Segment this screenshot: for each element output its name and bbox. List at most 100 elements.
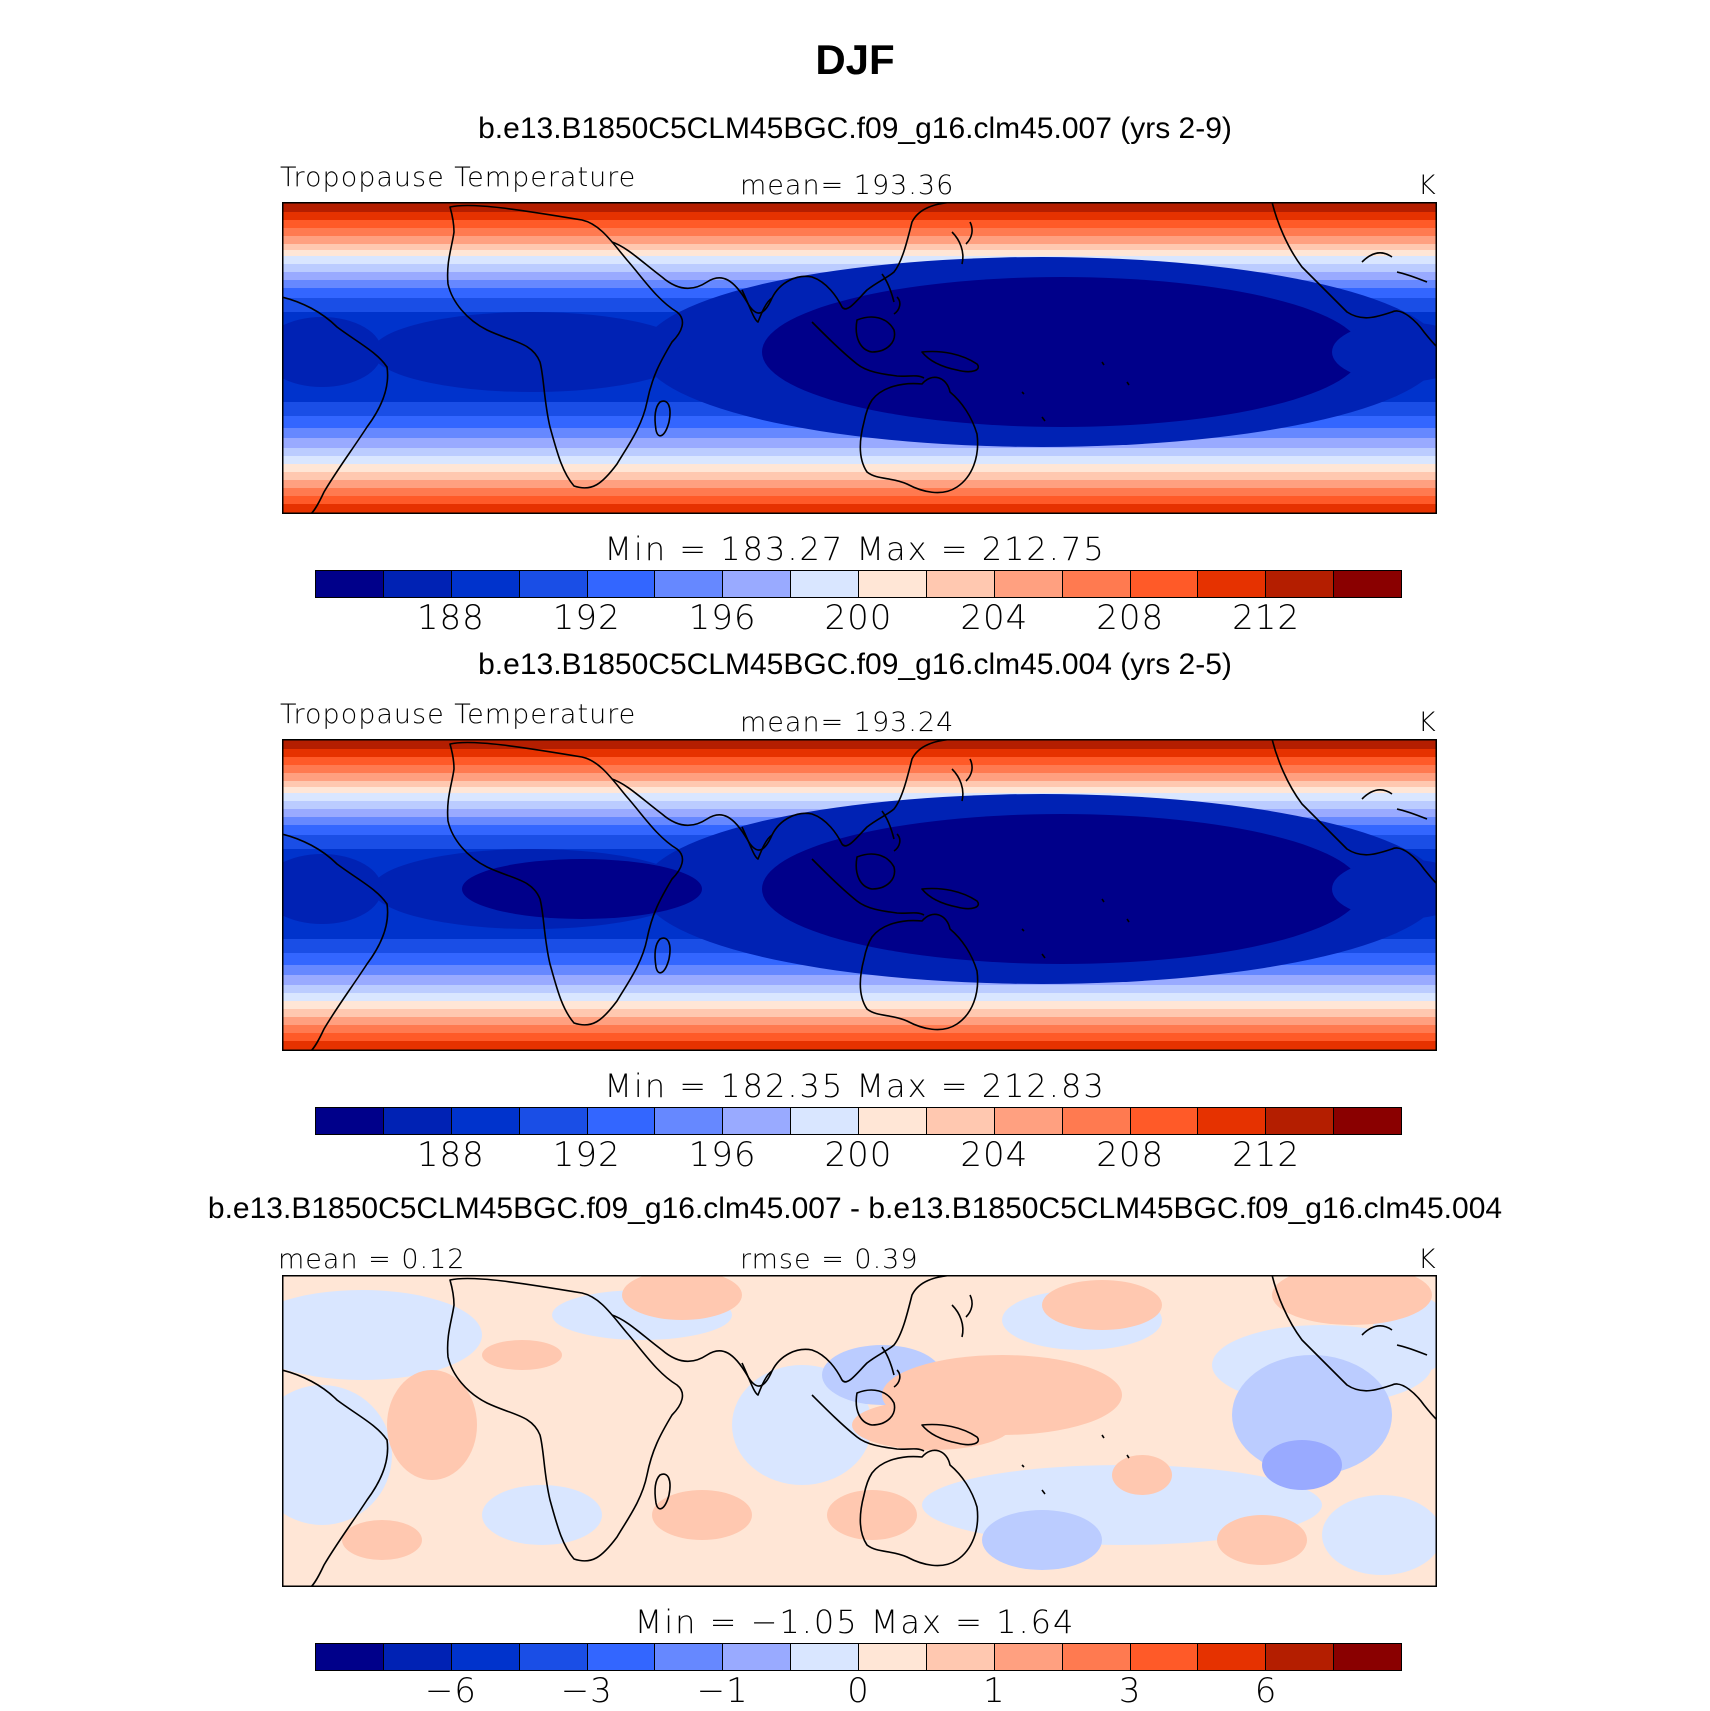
contour-blob: [282, 1290, 482, 1380]
coastline: [611, 739, 963, 851]
contour-blob: [342, 1520, 422, 1560]
colorbar-swatch: [791, 571, 859, 597]
coastline: [859, 913, 979, 1031]
contour-band: [282, 236, 1437, 244]
contour-blob: [622, 1275, 742, 1320]
colorbar-tick-label: 188: [416, 1135, 485, 1175]
coastline: [741, 289, 773, 323]
coastline: [855, 316, 896, 353]
panel3-map: [282, 1275, 1437, 1587]
contour-blob: [827, 1490, 917, 1540]
contour-band: [282, 781, 1437, 787]
colorbar-tick-label: 200: [824, 598, 893, 638]
coastline: [1021, 361, 1130, 422]
colorbar-swatch: [859, 571, 927, 597]
panel1-colorbar-ticks: 188 192 196 200 204 208 212: [315, 598, 1402, 638]
contour-band: [282, 1017, 1437, 1025]
coastline: [611, 202, 963, 314]
colorbar-swatch: [723, 571, 792, 597]
panel3-rmse-label: rmse = 0.39: [740, 1244, 919, 1275]
coastline: [859, 376, 979, 494]
panel2-case-title: b.e13.B1850C5CLM45BGC.f09_g16.clm45.004 …: [478, 648, 1232, 681]
coastline: [881, 1346, 901, 1388]
coastline: [811, 321, 925, 379]
coastline: [741, 826, 773, 860]
contour-blob: [1322, 1495, 1437, 1575]
colorbar-swatch: [1198, 1108, 1267, 1134]
coastline: [446, 1277, 684, 1562]
panel3-colorbar: [315, 1643, 1402, 1671]
coastline: [282, 1369, 389, 1587]
panel1-mean-label: mean= 193.36: [740, 170, 955, 201]
colorbar-swatch: [1266, 1644, 1335, 1670]
contour-band: [282, 244, 1437, 250]
colorbar-tick-label: 1: [983, 1671, 1006, 1711]
contour-blob: [1042, 1280, 1162, 1330]
colorbar-swatch: [859, 1644, 927, 1670]
contour-band: [282, 228, 1437, 236]
map-frame: [282, 202, 1437, 514]
colorbar-swatch: [587, 1108, 656, 1134]
colorbar-swatch: [519, 571, 588, 597]
coastline: [446, 741, 684, 1026]
contour-band: [282, 256, 1437, 264]
colorbar-swatch: [1266, 1108, 1335, 1134]
contour-band: [282, 773, 1437, 781]
colorbar-tick-label: 200: [824, 1135, 893, 1175]
colorbar-tick-label: 204: [960, 598, 1029, 638]
colorbar-swatch: [1062, 571, 1131, 597]
panel3-colorbar-ticks: −6 −3 −1 0 1 3 6: [315, 1671, 1402, 1711]
contour-blob: [372, 312, 692, 392]
map-frame: [282, 739, 1437, 1051]
colorbar-swatch: [1198, 571, 1267, 597]
coastline: [811, 858, 925, 916]
coastline: [282, 833, 389, 1051]
colorbar-tick-label: 192: [552, 1135, 621, 1175]
colorbar-tick-label: 188: [416, 598, 485, 638]
colorbar-swatch: [926, 1108, 995, 1134]
contour-band: [282, 448, 1437, 456]
coastline: [446, 204, 684, 489]
contour-band: [282, 464, 1437, 472]
contour-blob: [482, 1340, 562, 1370]
coastline: [881, 273, 901, 315]
contour-band: [282, 985, 1437, 993]
colorbar-swatch: [1062, 1108, 1131, 1134]
coastline: [951, 1294, 973, 1338]
panel2-mean-label: mean= 193.24: [740, 707, 955, 738]
panel1-variable-label: Tropopause Temperature: [280, 162, 637, 193]
figure-title: DJF: [815, 36, 895, 83]
contour-band: [282, 975, 1437, 985]
contour-blob: [762, 814, 1362, 964]
colorbar-swatch: [1334, 571, 1401, 597]
contour-band: [282, 1001, 1437, 1009]
colorbar-tick-label: 212: [1232, 1135, 1301, 1175]
contour-band: [282, 739, 1437, 749]
panel2-map: [282, 739, 1437, 1051]
colorbar-swatch: [994, 1108, 1063, 1134]
contour-blob: [387, 1370, 477, 1480]
colorbar-tick-label: 192: [552, 598, 621, 638]
contour-blob: [282, 317, 382, 387]
coastline: [921, 350, 979, 373]
contour-blob: [1112, 1455, 1172, 1495]
contour-band: [282, 220, 1437, 228]
colorbar-swatch: [1334, 1108, 1401, 1134]
colorbar-swatch: [655, 1644, 724, 1670]
coastline: [1271, 1275, 1437, 1421]
contour-blob: [1332, 322, 1437, 382]
contour-blob: [732, 1365, 872, 1485]
colorbar-swatch: [791, 1644, 859, 1670]
panel3-mean-label: mean = 0.12: [278, 1244, 466, 1275]
contour-band: [282, 1025, 1437, 1033]
colorbar-swatch: [1334, 1644, 1401, 1670]
coastline: [1021, 1434, 1130, 1495]
coastline: [611, 1275, 963, 1387]
contour-blob: [982, 1510, 1102, 1570]
panel2-colorbar: [315, 1107, 1402, 1135]
contour-band: [282, 504, 1437, 514]
contour-band: [282, 1009, 1437, 1017]
colorbar-swatch: [655, 1108, 724, 1134]
coastline: [881, 810, 901, 852]
coastline: [811, 1394, 925, 1452]
